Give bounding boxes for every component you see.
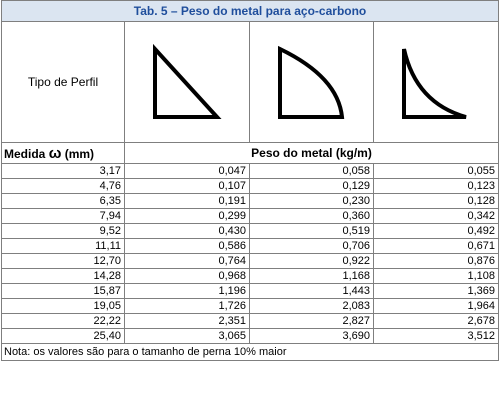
weight-cell-1: 0,586 [124,238,250,254]
weight-cell-3: 1,964 [372,298,500,314]
size-cell: 11,11 [1,238,125,254]
size-cell: 25,40 [1,328,125,344]
weight-cell-3: 0,671 [372,238,500,254]
table-row: 12,70 0,764 0,922 0,876 [1,253,500,269]
weight-cell-2: 3,690 [249,328,374,344]
size-cell: 22,22 [1,313,125,329]
triangle-convex-hypotenuse-icon [277,45,344,119]
table-row: 19,05 1,726 2,083 1,964 [1,298,500,314]
measure-header-unit: (mm) [64,146,95,161]
weight-cell-3: 2,678 [372,313,500,329]
weight-cell-1: 0,968 [124,268,250,284]
weight-cell-1: 1,196 [124,283,250,299]
weight-cell-2: 0,058 [249,163,374,179]
weight-cell-3: 0,342 [372,208,500,224]
measure-header-prefix: Medida [4,146,46,161]
omega-symbol: ω [48,144,62,162]
weight-cell-2: 2,083 [249,298,374,314]
table-row: 6,35 0,191 0,230 0,128 [1,193,500,209]
table-row: 3,17 0,047 0,058 0,055 [1,163,500,179]
profile-cell-1 [124,21,250,143]
weight-cell-1: 0,430 [124,223,250,239]
weight-cell-2: 0,360 [249,208,374,224]
size-cell: 15,87 [1,283,125,299]
weight-cell-2: 0,230 [249,193,374,209]
weight-cell-2: 0,706 [249,238,374,254]
size-cell: 4,76 [1,178,125,194]
weight-cell-1: 2,351 [124,313,250,329]
size-cell: 9,52 [1,223,125,239]
weight-cell-2: 1,168 [249,268,374,284]
table-row: 4,76 0,107 0,129 0,123 [1,178,500,194]
weight-cell-3: 0,123 [372,178,500,194]
weight-cell-1: 3,065 [124,328,250,344]
weight-cell-2: 0,519 [249,223,374,239]
weight-cell-2: 1,443 [249,283,374,299]
table-row: 9,52 0,430 0,519 0,492 [1,223,500,239]
weight-cell-1: 0,107 [124,178,250,194]
size-cell: 14,28 [1,268,125,284]
profile-cell-2 [249,21,374,143]
size-cell: 12,70 [1,253,125,269]
weight-cell-2: 2,827 [249,313,374,329]
table-row: 14,28 0,968 1,168 1,108 [1,268,500,284]
table-row: 22,22 2,351 2,827 2,678 [1,313,500,329]
weight-header: Peso do metal (kg/m) [123,142,500,164]
profile-cell-3 [372,21,500,143]
weight-cell-1: 0,047 [124,163,250,179]
table-row: 11,11 0,586 0,706 0,671 [1,238,500,254]
measure-header: Medida ω (mm) [1,142,125,164]
size-cell: 7,94 [1,208,125,224]
table-note: Nota: os valores são para o tamanho de p… [0,343,500,361]
size-cell: 19,05 [1,298,125,314]
weight-cell-3: 1,108 [372,268,500,284]
weight-cell-3: 0,492 [372,223,500,239]
weight-cell-1: 0,299 [124,208,250,224]
table-title: Tab. 5 – Peso do metal para aço-carbono [0,0,500,22]
weight-cell-1: 0,191 [124,193,250,209]
table-row: 15,87 1,196 1,443 1,369 [1,283,500,299]
table-row: 7,94 0,299 0,360 0,342 [1,208,500,224]
weight-cell-3: 0,128 [372,193,500,209]
table-row: 25,40 3,065 3,690 3,512 [1,328,500,344]
weight-cell-1: 1,726 [124,298,250,314]
weld-metal-weight-table: Tab. 5 – Peso do metal para aço-carbono … [0,0,500,361]
weight-cell-3: 0,055 [372,163,500,179]
size-cell: 3,17 [1,163,125,179]
triangle-flat-hypotenuse-icon [153,43,222,119]
weight-cell-2: 0,129 [249,178,374,194]
weight-cell-3: 3,512 [372,328,500,344]
weight-cell-3: 0,876 [372,253,500,269]
size-cell: 6,35 [1,193,125,209]
weight-cell-1: 0,764 [124,253,250,269]
profile-type-label: Tipo de Perfil [1,21,125,143]
weight-cell-3: 1,369 [372,283,500,299]
triangle-concave-hypotenuse-icon [402,48,467,119]
weight-cell-2: 0,922 [249,253,374,269]
